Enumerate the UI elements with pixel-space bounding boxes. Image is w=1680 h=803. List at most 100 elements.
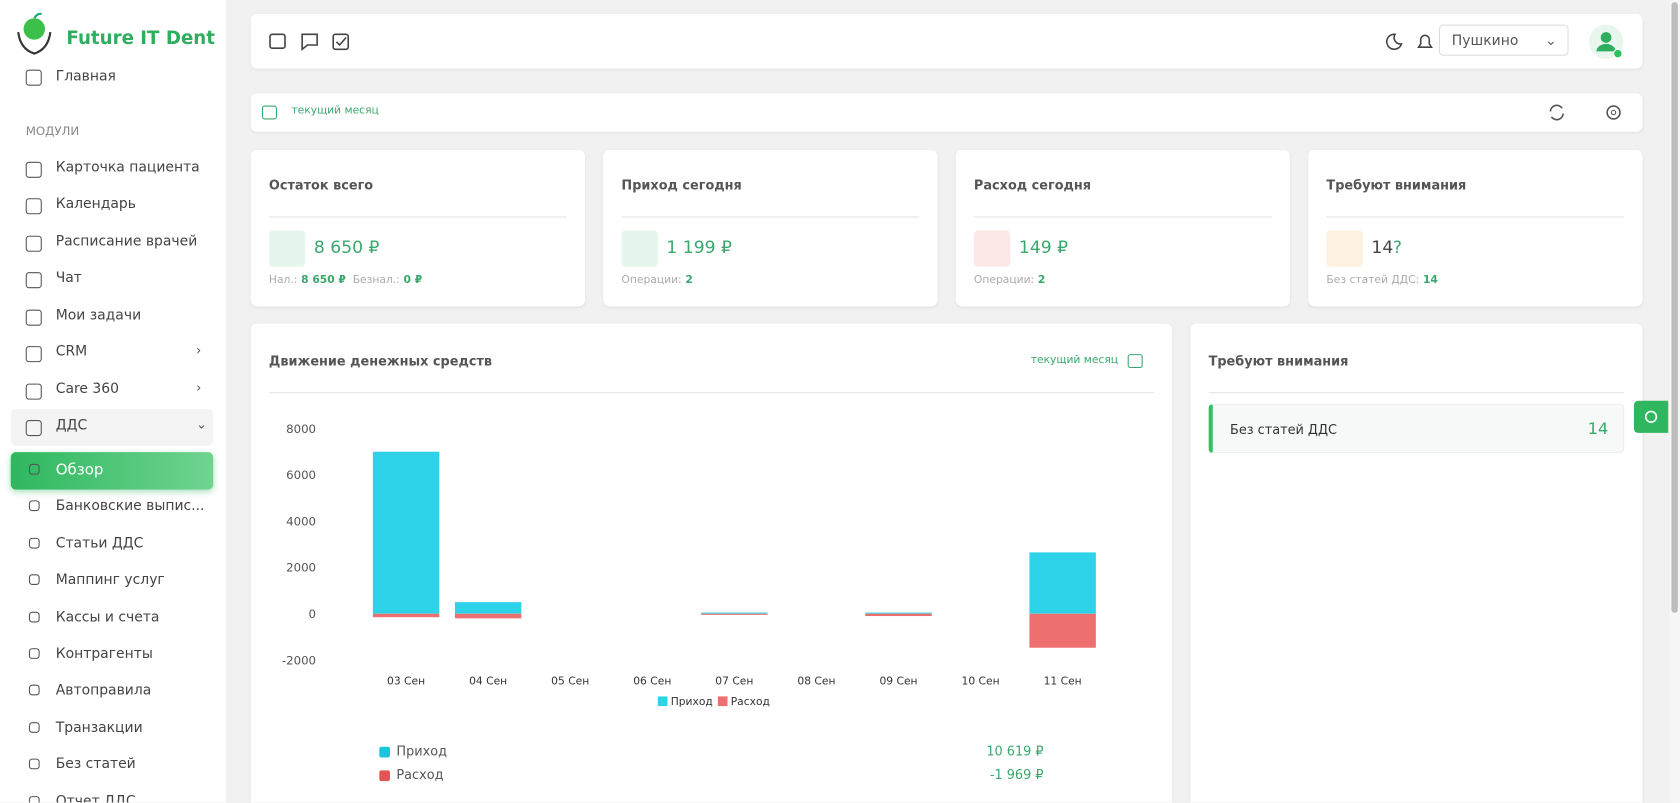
divider — [268, 392, 1154, 394]
chevron: ⌄ — [196, 416, 207, 432]
sub-label: Без статей ДДС: — [1326, 274, 1420, 287]
x-tick-label: 04 Сен — [469, 675, 507, 688]
sub-value: 14 — [1419, 274, 1438, 287]
nav-sub[interactable]: Транзакции — [55, 719, 143, 736]
sub-label: Операции: — [621, 274, 682, 287]
nav-sub[interactable]: Отчет ДДС — [55, 793, 136, 803]
nav-icon — [28, 611, 40, 623]
nav-item[interactable]: Карточка пациента — [55, 159, 200, 176]
settings-tab[interactable] — [1633, 400, 1669, 433]
nav-icon — [28, 574, 40, 586]
card-sub: Нал.: 8 650 ₽ Безнал.: 0 ₽ — [269, 274, 422, 286]
x-tick-label: 10 Сен — [962, 675, 1000, 688]
card-sub: Операции: 2 — [621, 274, 692, 286]
bar — [865, 612, 932, 614]
nav-icon — [25, 235, 42, 252]
total-value: 10 619 ₽ — [986, 743, 1044, 759]
nav-item[interactable]: Чат — [55, 270, 82, 287]
nav-sub[interactable]: Кассы и счета — [55, 609, 160, 626]
card-icon — [621, 230, 658, 267]
nav-icon — [28, 500, 40, 512]
total-value: -1 969 ₽ — [989, 767, 1044, 783]
nav-sub[interactable]: Маппинг услуг — [55, 572, 165, 589]
top-icons[interactable] — [268, 31, 364, 52]
active-bg — [10, 452, 214, 490]
group-bg — [10, 409, 214, 446]
y-tick-label: 4000 — [286, 514, 316, 528]
chart-period[interactable]: текущий месяц — [1030, 354, 1119, 367]
card-icon — [268, 230, 306, 267]
section: МОДУЛИ — [25, 124, 80, 139]
chevron: › — [196, 342, 202, 358]
logo — [17, 12, 52, 55]
nav-item[interactable]: ДДС — [55, 417, 88, 434]
card-hint: ? — [1392, 236, 1402, 258]
chart-panel: Движение денежных средств текущий месяц … — [250, 323, 1173, 803]
nav-icon — [25, 272, 42, 289]
attention-panel: Требуют внимания Без статей ДДС 14 — [1190, 323, 1643, 803]
cal-icon — [261, 105, 277, 120]
item-label: Без статей ДДС — [1230, 422, 1338, 438]
nav-icon — [28, 463, 40, 475]
nav-sub[interactable]: Обзор — [55, 461, 104, 479]
x-tick-label: 11 Сен — [1044, 675, 1082, 688]
avatar[interactable] — [1588, 24, 1624, 60]
nav-sub[interactable]: Банковские выпис... — [55, 498, 205, 515]
sub-label: Нал.: — [268, 274, 298, 287]
theme-bell[interactable] — [1382, 31, 1436, 52]
sub-value: 2 — [681, 274, 693, 287]
x-tick-label: 08 Сен — [797, 675, 835, 688]
nav-sub[interactable]: Статьи ДДС — [55, 535, 144, 552]
y-tick-label: 2000 — [286, 561, 316, 575]
nav-item[interactable]: Календарь — [55, 196, 136, 213]
nav-sub[interactable]: Контрагенты — [55, 646, 153, 663]
nav-icon — [28, 795, 40, 803]
y-tick-label: 6000 — [286, 468, 316, 482]
attention-title: Требуют внимания — [1208, 353, 1349, 369]
tools[interactable] — [1547, 103, 1633, 122]
clinic-select[interactable]: Пушкино ⌄ — [1438, 24, 1569, 56]
stat-card: Расход сегодня 149 ₽ Операции: 2 — [955, 150, 1291, 307]
card-sub: Операции: 2 — [974, 274, 1045, 286]
sub-value: 2 — [1034, 274, 1046, 287]
chart-title: Движение денежных средств — [268, 353, 493, 369]
x-tick-label: 05 Сен — [551, 675, 589, 688]
total-name: Приход — [396, 743, 447, 759]
bar — [454, 602, 522, 614]
chart: -2000 0 2000 4000 6000 8000 03 Сен 04 Сен 05 Сен… — [282, 422, 1096, 708]
x-tick-label: 07 Сен — [715, 675, 753, 688]
nav-item[interactable]: CRM — [55, 343, 88, 361]
nav-icon — [28, 648, 40, 659]
nav-item: Главная — [55, 68, 116, 85]
bar — [1029, 552, 1096, 614]
nav-icon — [25, 198, 42, 215]
chevron: › — [196, 380, 202, 396]
total-name: Расход — [396, 767, 444, 783]
bar — [701, 613, 768, 615]
nav-icon — [25, 420, 42, 437]
cal-icon — [1127, 354, 1143, 369]
period[interactable]: текущий месяц — [291, 105, 379, 117]
nav-item[interactable]: Мои задачи — [55, 307, 142, 324]
legend-label: Расход — [731, 695, 770, 708]
stat-card: Остаток всего 8 650 ₽ Нал.: 8 650 ₽ Безнал… — [250, 150, 586, 307]
nav-sub[interactable]: Автоправила — [55, 682, 152, 699]
nav-item[interactable]: Care 360 — [55, 381, 119, 398]
card-title: Приход сегодня — [621, 177, 742, 193]
nav-item[interactable]: Расписание врачей — [55, 233, 198, 250]
topbar: Пушкино ⌄ — [250, 13, 1643, 69]
nav-icon — [28, 721, 40, 733]
nav-icon — [25, 69, 42, 86]
sub-label: Операции: — [973, 274, 1035, 287]
x-tick-label: 09 Сен — [879, 675, 917, 688]
card-value: 8 650 ₽ — [313, 236, 380, 258]
nav-icon — [28, 758, 40, 770]
nav-sub[interactable]: Без статей — [55, 756, 136, 773]
x-tick-label: 06 Сен — [633, 675, 671, 688]
card-value: 149 ₽ — [1018, 236, 1069, 258]
item-value: 14 — [1587, 418, 1609, 439]
nav-icon — [25, 383, 42, 400]
attention-item[interactable]: Без статей ДДС 14 — [1208, 403, 1625, 454]
bar — [701, 612, 768, 614]
